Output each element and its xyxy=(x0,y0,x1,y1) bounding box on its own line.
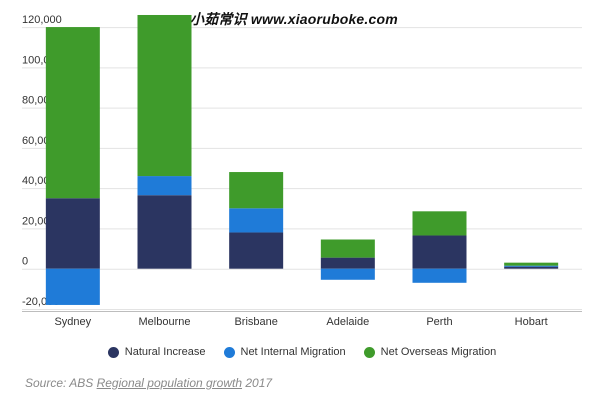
bar-sydney-net-overseas-migration xyxy=(45,27,100,199)
bar-melbourne-net-internal-migration xyxy=(137,176,192,196)
bar-adelaide-net-internal-migration xyxy=(320,268,375,280)
bar-brisbane-net-overseas-migration xyxy=(229,172,284,209)
legend-item-natural-increase: Natural Increase xyxy=(104,346,206,358)
bar-perth-net-internal-migration xyxy=(412,268,467,283)
legend-item-net-overseas-migration: Net Overseas Migration xyxy=(360,346,497,358)
bar-sydney-net-internal-migration xyxy=(45,268,100,305)
bar-brisbane-natural-increase xyxy=(229,232,284,269)
x-tick-label-melbourne: Melbourne xyxy=(139,316,191,328)
x-tick-label-sydney: Sydney xyxy=(54,316,91,328)
source-prefix: Source: ABS xyxy=(25,376,97,390)
bar-perth-net-overseas-migration xyxy=(412,211,467,236)
chart-legend: Natural Increase Net Internal Migration … xyxy=(0,346,600,358)
bar-melbourne-net-overseas-migration xyxy=(137,14,192,177)
bar-brisbane-net-internal-migration xyxy=(229,208,284,233)
bar-melbourne-natural-increase xyxy=(137,195,192,269)
bar-hobart-natural-increase xyxy=(504,266,559,269)
x-tick-label-hobart: Hobart xyxy=(515,316,548,328)
x-tick-label-perth: Perth xyxy=(426,316,452,328)
y-tick-label: 100,000 xyxy=(22,54,62,66)
x-tick-label-brisbane: Brisbane xyxy=(234,316,277,328)
legend-swatch-natural-increase xyxy=(107,346,119,358)
y-tick-label: 0 xyxy=(22,256,28,268)
legend-swatch-net-internal-migration xyxy=(223,346,235,358)
bar-adelaide-net-overseas-migration xyxy=(320,239,375,258)
source-note: Source: ABS Regional population growth 2… xyxy=(25,376,272,390)
bar-perth-natural-increase xyxy=(412,235,467,269)
legend-label-natural-increase: Natural Increase xyxy=(124,346,206,358)
watermark-text: 小茹常识 www.xiaoruboke.com xyxy=(190,11,398,27)
y-tick-label: 120,000 xyxy=(22,14,62,26)
x-tick-label-adelaide: Adelaide xyxy=(326,316,369,328)
legend-item-net-internal-migration: Net Internal Migration xyxy=(220,346,346,358)
stacked-bar-chart: 120,000100,00080,00060,00040,00020,0000-… xyxy=(22,14,582,328)
bar-hobart-net-overseas-migration xyxy=(504,262,559,266)
legend-swatch-net-overseas-migration xyxy=(363,346,375,358)
x-axis: Sydney Melbourne Brisbane Adelaide Perth Hoba… xyxy=(22,311,582,328)
legend-label-net-overseas-migration: Net Overseas Migration xyxy=(380,346,497,358)
source-suffix: 2017 xyxy=(242,376,273,390)
chart-grid xyxy=(22,27,582,310)
bar-adelaide-natural-increase xyxy=(320,257,375,269)
chart-bars xyxy=(45,14,559,305)
bar-sydney-natural-increase xyxy=(45,198,100,269)
bar-hobart-net-internal-migration xyxy=(504,265,559,267)
source-link[interactable]: Regional population growth xyxy=(96,376,243,390)
legend-label-net-internal-migration: Net Internal Migration xyxy=(240,346,346,358)
